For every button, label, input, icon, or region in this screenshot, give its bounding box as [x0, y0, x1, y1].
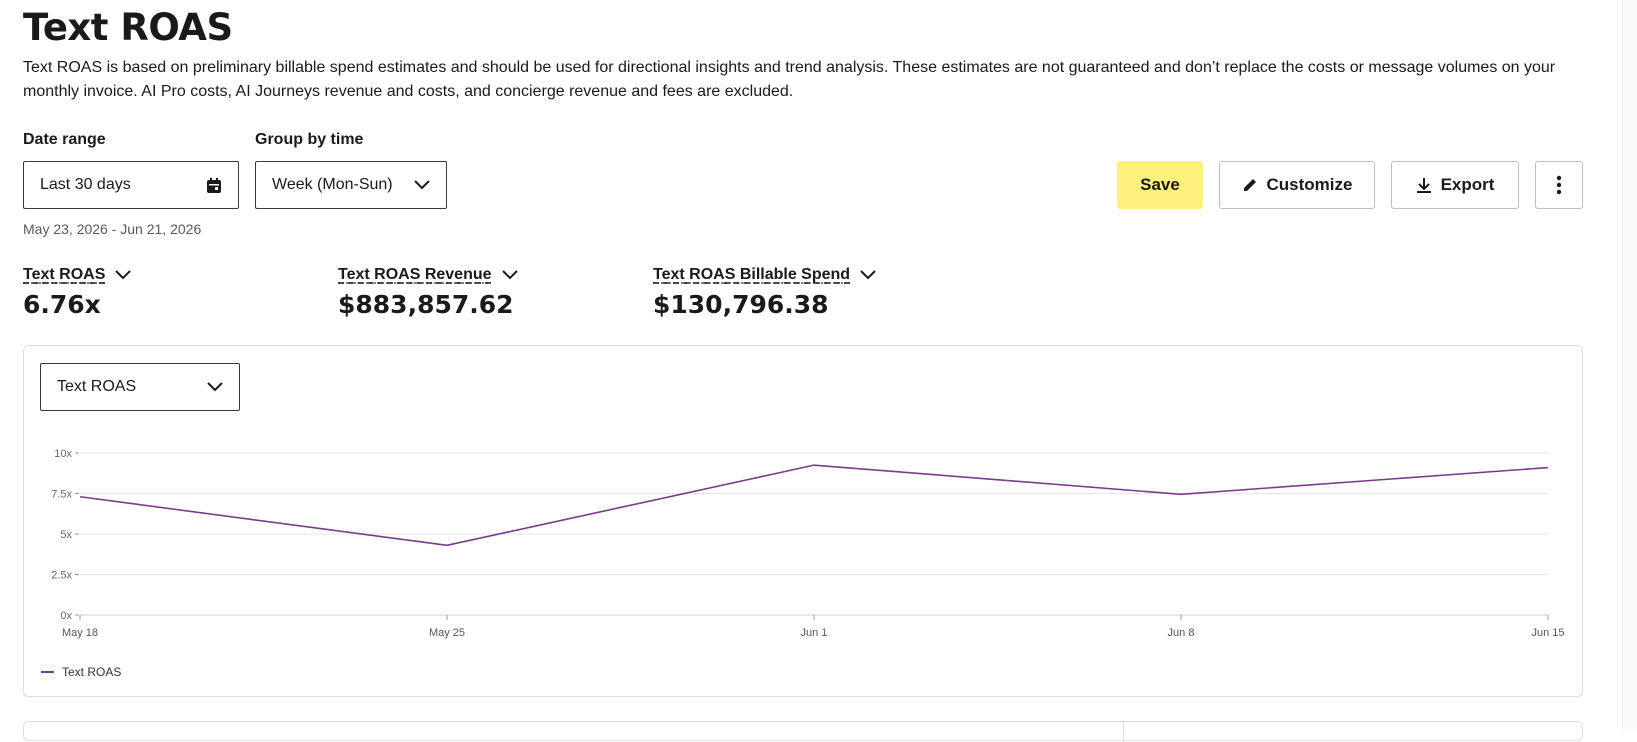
metric-text-roas-revenue: Text ROAS Revenue $883,857.62 — [338, 266, 518, 319]
metric-text-roas-billable-spend-dropdown[interactable]: Text ROAS Billable Spend — [653, 266, 876, 284]
more-options-button[interactable] — [1535, 161, 1583, 209]
chevron-down-icon — [860, 270, 876, 280]
group-by-select[interactable]: Week (Mon-Sun) — [255, 161, 447, 209]
chart-legend: Text ROAS — [41, 665, 121, 679]
metric-value: 6.76x — [23, 290, 131, 319]
customize-button[interactable]: Customize — [1219, 161, 1375, 209]
page-title: Text ROAS — [23, 6, 233, 49]
y-tick-label: 0x — [60, 610, 72, 622]
page-scrollbar[interactable] — [1622, 0, 1637, 729]
y-tick-label: 7.5x — [51, 489, 72, 501]
metric-label: Text ROAS — [23, 266, 105, 284]
chevron-down-icon — [115, 270, 131, 280]
date-range-value: Last 30 days — [40, 176, 206, 194]
metric-text-roas-billable-spend: Text ROAS Billable Spend $130,796.38 — [653, 266, 876, 319]
save-button-label: Save — [1140, 175, 1180, 195]
pencil-icon — [1242, 177, 1258, 193]
series-line — [80, 465, 1548, 545]
chevron-down-icon — [414, 180, 430, 190]
export-button[interactable]: Export — [1391, 161, 1519, 209]
date-range-picker[interactable]: Last 30 days — [23, 161, 239, 209]
metric-text-roas-revenue-dropdown[interactable]: Text ROAS Revenue — [338, 266, 518, 284]
x-tick-label: Jun 15 — [1531, 627, 1564, 639]
y-tick-label: 10x — [54, 448, 72, 460]
x-tick-label: Jun 8 — [1168, 627, 1195, 639]
chart-card: Text ROAS 0x 2.5x 5x 7.5x 10x May 18 May 25 Jun… — [23, 345, 1583, 697]
page-description: Text ROAS is based on preliminary billab… — [23, 56, 1563, 104]
metric-label: Text ROAS Revenue — [338, 266, 492, 284]
y-tick-label: 5x — [60, 529, 72, 541]
y-tick-label: 2.5x — [51, 570, 72, 582]
metric-label: Text ROAS Billable Spend — [653, 266, 850, 284]
kebab-menu-icon — [1556, 175, 1562, 195]
save-button[interactable]: Save — [1117, 161, 1203, 209]
table-card — [23, 721, 1583, 741]
metric-value: $130,796.38 — [653, 290, 876, 319]
metric-text-roas-dropdown[interactable]: Text ROAS — [23, 266, 131, 284]
metric-text-roas: Text ROAS 6.76x — [23, 266, 131, 319]
group-by-label: Group by time — [255, 131, 363, 149]
export-button-label: Export — [1441, 175, 1495, 195]
customize-button-label: Customize — [1267, 175, 1353, 195]
x-tick-label: May 25 — [429, 627, 465, 639]
download-icon — [1416, 177, 1432, 194]
line-chart: 0x 2.5x 5x 7.5x 10x May 18 May 25 Jun 1 Jun 8 Jun… — [24, 346, 1582, 696]
chevron-down-icon — [502, 270, 518, 280]
table-card-divider — [1123, 722, 1124, 742]
legend-label: Text ROAS — [62, 665, 121, 679]
legend-swatch — [41, 671, 54, 673]
metric-value: $883,857.62 — [338, 290, 518, 319]
x-tick-label: Jun 1 — [801, 627, 828, 639]
group-by-value: Week (Mon-Sun) — [272, 176, 414, 194]
date-range-label: Date range — [23, 131, 106, 149]
date-range-subtitle: May 23, 2026 - Jun 21, 2026 — [23, 221, 201, 237]
calendar-icon — [206, 177, 222, 194]
x-tick-label: May 18 — [62, 627, 98, 639]
